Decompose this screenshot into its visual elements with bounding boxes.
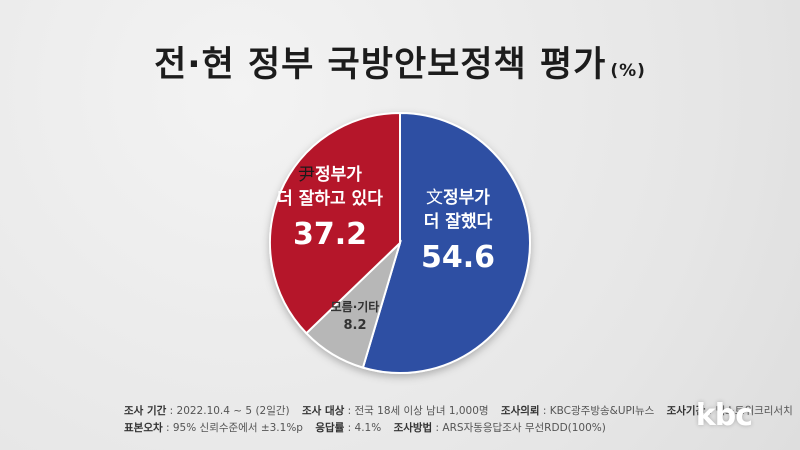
- pie-slice-0: [361, 111, 531, 374]
- error-value: 95% 신뢰수준에서 ±3.1%p: [172, 422, 303, 434]
- survey-footer: 조사 기간 : 2022.10.4 ~ 5 (2일간) 조사 대상 : 전국 1…: [124, 403, 793, 437]
- error-label: 표본오차: [124, 422, 163, 434]
- period-value: 2022.10.4 ~ 5 (2일간): [176, 405, 290, 417]
- slice-label-1: 모름·기타: [331, 299, 380, 314]
- slice-label-line2-0: 더 잘했다: [424, 211, 493, 232]
- client-value: KBC광주방송&UPI뉴스: [549, 405, 655, 417]
- method-value: ARS자동응답조사 무선RDD(100%): [442, 422, 606, 434]
- slice-value-2: 37.2: [293, 217, 367, 252]
- slice-label-line1-2: 정부가: [315, 165, 362, 185]
- agency-value: 넥스트위크리서치: [715, 405, 793, 417]
- response-label: 응답률: [315, 422, 345, 434]
- title-unit: (%): [610, 61, 646, 81]
- slice-label-0: 文정부가: [426, 188, 490, 208]
- slice-value-1: 8.2: [343, 318, 366, 333]
- slice-label-line1-0: 정부가: [443, 188, 490, 208]
- footer-line-2: 표본오차 : 95% 신뢰수준에서 ±3.1%p 응답률 : 4.1% 조사방법…: [124, 422, 606, 434]
- slice-value-0: 54.6: [421, 240, 495, 275]
- slice-label-line1-1: 모름·기타: [331, 299, 380, 314]
- target-value: 전국 18세 이상 남녀 1,000명: [354, 405, 489, 417]
- slice-prefix-2: 尹: [298, 165, 315, 185]
- kbc-logo: kbc: [695, 398, 753, 433]
- title-text: 전·현 정부 국방안보정책 평가: [154, 45, 607, 85]
- agency-label: 조사기관: [666, 405, 706, 417]
- method-label: 조사방법: [393, 422, 433, 434]
- slice-label-2: 尹정부가: [298, 165, 362, 185]
- period-label: 조사 기간: [124, 405, 167, 417]
- footer-line-1: 조사 기간 : 2022.10.4 ~ 5 (2일간) 조사 대상 : 전국 1…: [124, 405, 793, 417]
- slice-label-line2-2: 더 잘하고 있다: [277, 188, 383, 209]
- chart-title: 전·현 정부 국방안보정책 평가 (%): [0, 36, 800, 87]
- target-label: 조사 대상: [301, 405, 345, 417]
- response-value: 4.1%: [354, 422, 382, 434]
- slice-prefix-0: 文: [426, 188, 443, 208]
- pie-slice-2: [269, 111, 401, 335]
- client-label: 조사의뢰: [500, 405, 540, 417]
